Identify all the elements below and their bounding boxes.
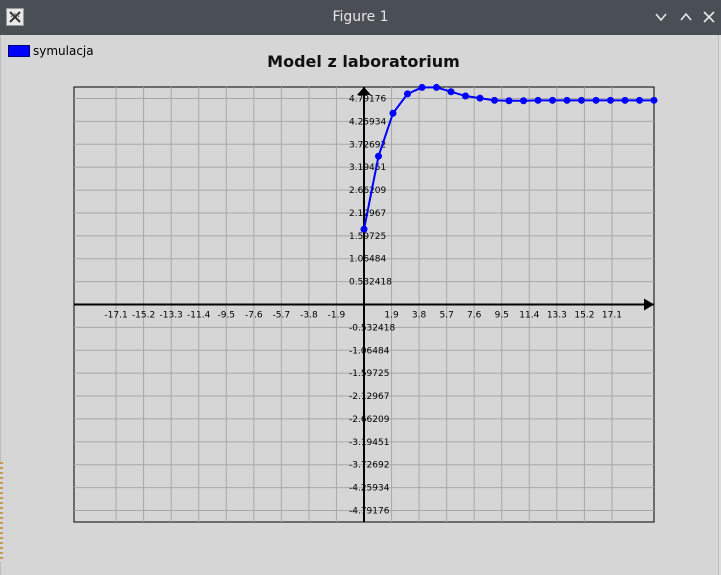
x-tick-label: -9.5: [217, 311, 235, 321]
chart-title: Model z laboratorium: [267, 52, 460, 71]
y-tick-label: -2.66209: [349, 415, 390, 425]
x-tick-label: -7.6: [245, 311, 263, 321]
data-point: [636, 96, 643, 104]
x-tick-label: 1.9: [384, 311, 399, 321]
data-point: [462, 92, 469, 100]
data-point: [650, 96, 658, 104]
x-tick-label: 11.4: [519, 311, 539, 321]
x-tick-label: 5.7: [439, 311, 453, 321]
window-title: Figure 1: [332, 9, 389, 25]
x-tick-label: -3.8: [300, 311, 318, 321]
data-point: [491, 96, 498, 104]
window-edge-decoration: [0, 462, 3, 562]
data-point: [505, 97, 513, 105]
x-tick-label: -13.3: [160, 311, 183, 321]
x-tick-label: 17.1: [602, 311, 622, 321]
data-point: [563, 96, 571, 104]
x-tick-label: 7.6: [467, 311, 482, 321]
chevron-down-icon[interactable]: [651, 7, 671, 27]
data-point: [360, 225, 368, 233]
data-point: [621, 96, 629, 104]
y-tick-label: 4.25934: [349, 117, 386, 127]
y-tick-label: 3.72692: [349, 140, 386, 150]
x-tick-label: 15.2: [574, 311, 594, 321]
x-tick-label: 9.5: [495, 311, 509, 321]
y-axis-arrow-icon: [357, 87, 371, 95]
y-tick-label: -4.25934: [349, 484, 390, 494]
y-tick-label: 3.19451: [349, 163, 386, 173]
x-tick-label: -11.4: [187, 311, 211, 321]
data-point: [534, 96, 542, 104]
x-tick-label: -1.9: [328, 311, 346, 321]
series-line: [363, 86, 654, 230]
data-point: [433, 83, 440, 91]
y-tick-label: -2.12967: [349, 392, 389, 402]
x-tick-label: 3.8: [412, 311, 427, 321]
x-axis-arrow-icon: [644, 298, 654, 311]
x-tick-label: 13.3: [547, 311, 567, 321]
y-tick-label: 1.59725: [349, 232, 386, 242]
x-tick-label: -17.1: [104, 311, 127, 321]
legend: symulacja: [8, 44, 94, 58]
y-tick-label: -4.79176: [349, 506, 390, 516]
octave-logo-icon: [6, 8, 24, 26]
y-tick-label: 1.06484: [349, 255, 386, 265]
y-tick-label: -0.532418: [349, 323, 395, 333]
chevron-up-icon[interactable]: [676, 7, 696, 27]
y-tick-label: -3.72692: [349, 461, 389, 471]
window-titlebar[interactable]: Figure 1: [0, 0, 721, 35]
y-tick-label: -1.06484: [349, 346, 390, 356]
data-point: [404, 90, 411, 98]
close-icon[interactable]: [699, 7, 719, 27]
x-tick-label: -15.2: [132, 311, 155, 321]
data-point: [520, 97, 527, 105]
data-point: [447, 88, 455, 96]
y-tick-label: 4.79176: [349, 95, 386, 105]
data-point: [607, 96, 614, 104]
y-tick-label: 0.532418: [349, 278, 392, 288]
y-tick-label: 2.66209: [349, 186, 386, 196]
y-tick-label: -1.59725: [349, 369, 389, 379]
data-point: [375, 152, 382, 160]
x-tick-label: -5.7: [273, 311, 291, 321]
data-point: [592, 96, 600, 104]
data-point: [476, 94, 484, 102]
legend-label: symulacja: [33, 44, 94, 58]
y-tick-label: -3.19451: [349, 438, 389, 448]
data-point: [578, 96, 585, 104]
data-point: [549, 96, 556, 104]
data-point: [389, 109, 397, 117]
data-point: [418, 83, 426, 91]
legend-swatch: [8, 45, 30, 57]
